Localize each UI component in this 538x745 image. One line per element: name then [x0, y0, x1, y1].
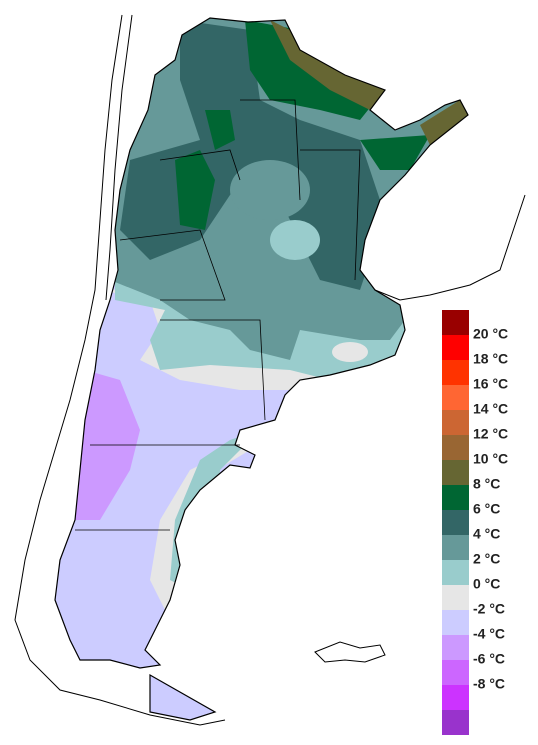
legend-label: -6 °C: [473, 651, 505, 667]
legend-label: 4 °C: [473, 526, 500, 542]
legend-swatch: [442, 485, 469, 510]
legend-label: 8 °C: [473, 476, 500, 492]
chile-outline: [14, 14, 226, 726]
legend-swatch: [442, 510, 469, 535]
legend-swatch: [442, 310, 469, 335]
legend-label: 14 °C: [473, 401, 508, 417]
legend-label: -2 °C: [473, 601, 505, 617]
legend-label: 10 °C: [473, 451, 508, 467]
legend-label: 6 °C: [473, 501, 500, 517]
legend-label: -8 °C: [473, 676, 505, 692]
legend-label: 16 °C: [473, 376, 508, 392]
legend-swatch: [442, 585, 469, 610]
chile-coast: [105, 14, 133, 301]
legend-swatch: [442, 660, 469, 685]
legend-label: -4 °C: [473, 626, 505, 642]
legend-swatch: [442, 560, 469, 585]
uruguay-outline: [374, 194, 526, 301]
legend: 20 °C 18 °C 16 °C 14 °C 12 °C 10 °C 8 °C 6 °C 4 …: [442, 310, 508, 735]
legend-swatch: [442, 435, 469, 460]
legend-swatch: [442, 535, 469, 560]
legend-swatch: [442, 335, 469, 360]
province-borders: [75, 99, 361, 531]
legend-swatch: [442, 710, 469, 735]
legend-swatch: [442, 385, 469, 410]
legend-swatch: [442, 360, 469, 385]
legend-label: 20 °C: [473, 326, 508, 342]
legend-label: 12 °C: [473, 426, 508, 442]
legend-swatch: [442, 610, 469, 635]
legend-label: 0 °C: [473, 576, 500, 592]
argentina-outline: [54, 17, 469, 721]
legend-label: 18 °C: [473, 351, 508, 367]
legend-swatch: [442, 635, 469, 660]
legend-swatch: [442, 410, 469, 435]
legend-swatch: [442, 460, 469, 485]
legend-label: 2 °C: [473, 551, 500, 567]
legend-swatch: [442, 685, 469, 710]
falklands: [314, 641, 386, 663]
